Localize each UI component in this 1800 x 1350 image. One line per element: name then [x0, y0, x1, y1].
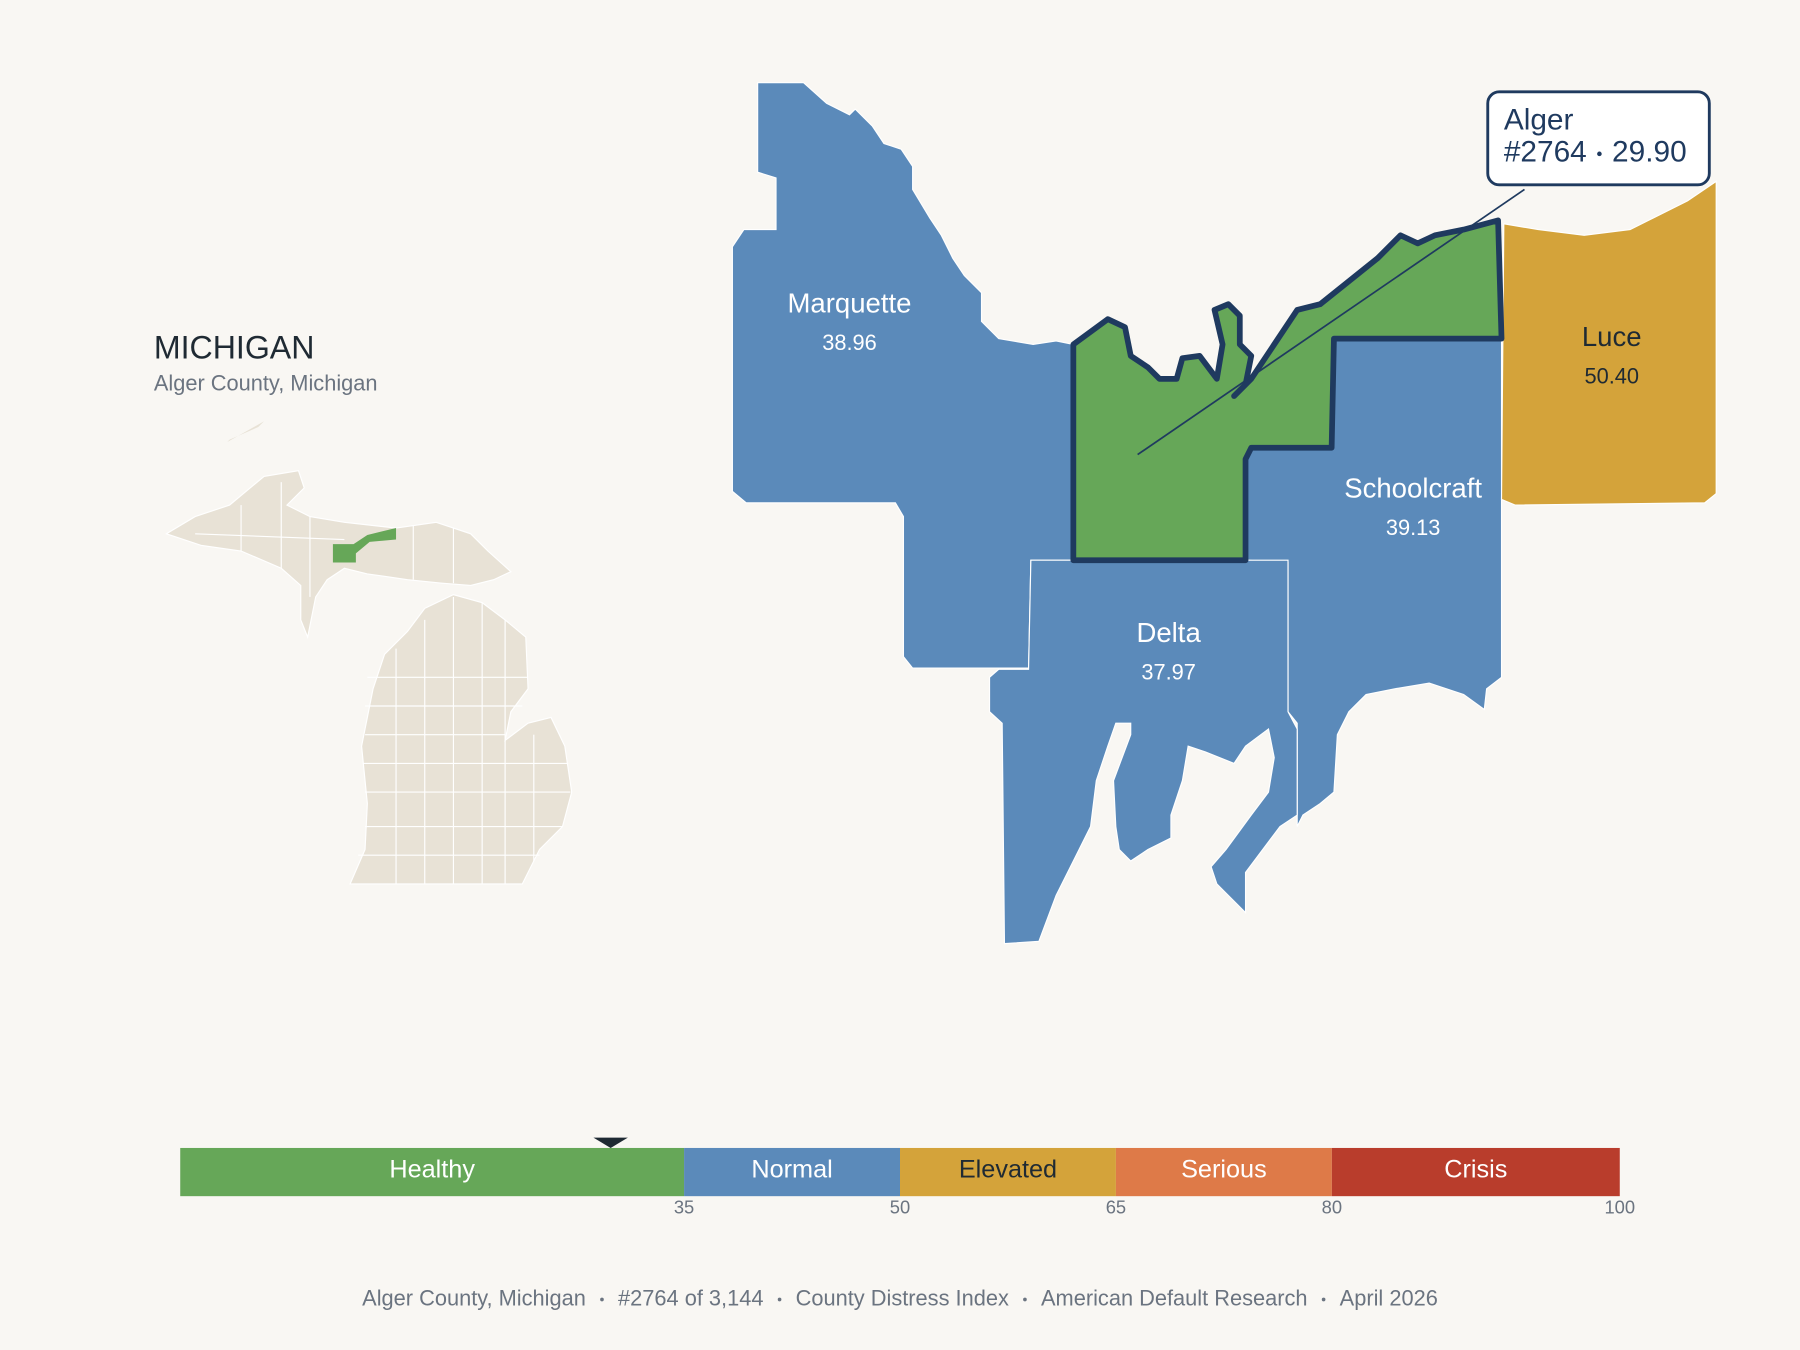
- legend-tick: 100: [1604, 1197, 1635, 1218]
- legend-band: [180, 1147, 685, 1197]
- legend-band: [1331, 1147, 1620, 1197]
- county-grid: [195, 482, 571, 884]
- isle-royale: [227, 421, 265, 442]
- legend-tick: 80: [1322, 1197, 1342, 1218]
- county-name: Luce: [1582, 321, 1642, 352]
- legend: Healthy Normal Elevated Serious Crisis 35 50 65…: [180, 1137, 1635, 1218]
- county-value: 38.96: [822, 330, 877, 355]
- legend-band: [1115, 1147, 1332, 1197]
- footer-item: American Default Research: [1041, 1285, 1308, 1310]
- county-name: Delta: [1136, 617, 1201, 648]
- footer-item: #2764 of 3,144: [618, 1285, 763, 1310]
- lower-peninsula: [349, 594, 573, 885]
- footer-item: County Distress Index: [796, 1285, 1009, 1310]
- county-shape[interactable]: [988, 559, 1298, 945]
- county-map: Marquette 38.96 Schoolcraft 39.13 Delta 37.97…: [731, 82, 1717, 945]
- footer-separator: [777, 1297, 782, 1302]
- legend-label: Crisis: [1444, 1156, 1507, 1184]
- county-value: 39.13: [1386, 515, 1441, 540]
- callout-value: 29.90: [1612, 136, 1687, 169]
- legend-tick: 50: [890, 1197, 910, 1218]
- county-shape[interactable]: [731, 82, 1074, 669]
- county-name: Marquette: [787, 288, 911, 319]
- legend-label: Serious: [1181, 1156, 1267, 1184]
- callout-box: [1486, 90, 1711, 187]
- locator-map: [165, 421, 573, 885]
- legend-tick: 35: [674, 1197, 694, 1218]
- footer: Alger County, Michigan #2764 of 3,144 Coun…: [362, 1285, 1438, 1310]
- legend-band: [900, 1147, 1116, 1197]
- county-value: 50.40: [1584, 363, 1639, 388]
- county-shape[interactable]: [1500, 180, 1717, 506]
- state-title: MICHIGAN: [154, 330, 315, 366]
- legend-label: Healthy: [389, 1156, 475, 1184]
- callout-rank: #2764: [1504, 136, 1587, 169]
- county-name: Schoolcraft: [1344, 472, 1482, 503]
- legend-tick: 65: [1106, 1197, 1126, 1218]
- legend-label: Elevated: [959, 1156, 1057, 1184]
- footer-item: Alger County, Michigan: [362, 1285, 586, 1310]
- legend-marker: [593, 1137, 628, 1148]
- locator-highlight: [332, 528, 397, 563]
- footer-item: April 2026: [1340, 1285, 1438, 1310]
- legend-band: [684, 1147, 900, 1197]
- callout-leader: [1137, 188, 1525, 456]
- footer-separator: [1321, 1297, 1326, 1302]
- callout-title: Alger: [1504, 104, 1574, 137]
- county-value: 37.97: [1141, 660, 1196, 685]
- county-shape[interactable]: [1070, 217, 1505, 564]
- callout-separator: [1597, 151, 1602, 157]
- footer-separator: [1023, 1297, 1027, 1302]
- state-subtitle: Alger County, Michigan: [154, 370, 378, 395]
- footer-separator: [600, 1297, 604, 1302]
- legend-label: Normal: [751, 1156, 832, 1184]
